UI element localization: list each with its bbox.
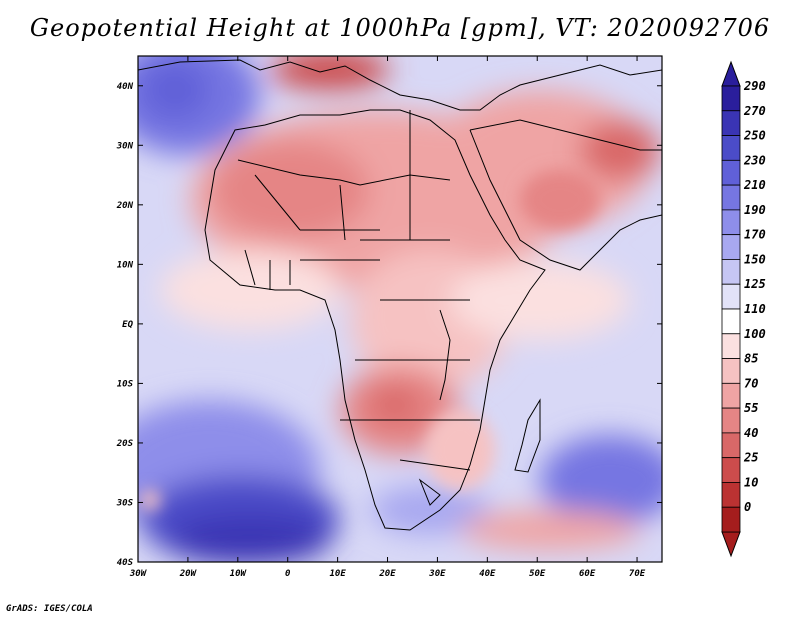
colorbar-swatch <box>721 184 741 211</box>
colorbar-label: 290 <box>743 79 766 93</box>
colorbar-swatch <box>721 407 741 434</box>
colorbar-top-arrow <box>721 60 741 87</box>
colorbar-swatch <box>721 234 741 260</box>
colorbar-label: 85 <box>744 352 758 366</box>
colorbar-swatch <box>721 209 741 236</box>
colorbar-swatch <box>721 135 741 161</box>
lat-label: 20N <box>116 201 134 211</box>
colorbar-label: 230 <box>743 153 766 167</box>
lon-label: 10W <box>230 569 248 579</box>
axis-ticks <box>137 56 662 563</box>
colorbar-swatch <box>721 358 741 384</box>
coastlines <box>138 59 662 531</box>
colorbar-label: 70 <box>744 376 758 390</box>
height-field <box>138 56 662 562</box>
lon-label: 0 <box>285 569 291 579</box>
colorbar-swatch <box>721 308 741 335</box>
lat-label: 40S <box>117 558 134 568</box>
colorbar-label: 55 <box>744 401 758 415</box>
lat-label: 10N <box>117 260 134 270</box>
lat-label: 20S <box>116 439 134 449</box>
lat-label: 30N <box>116 141 134 151</box>
colorbar-label: 40 <box>744 426 758 440</box>
colorbar-label: 110 <box>744 302 766 316</box>
colorbar-swatch <box>721 333 741 359</box>
colorbar-label: 190 <box>744 203 766 217</box>
colorbar-label: 210 <box>743 178 766 192</box>
lon-label: 50E <box>529 569 546 579</box>
colorbar-swatch <box>721 432 741 459</box>
colorbar-swatch <box>721 110 741 136</box>
colorbar: 290 270 250 230 210 190 170 150 125 110 … <box>721 60 766 558</box>
colorbar-label: 125 <box>744 277 766 291</box>
plot-frame <box>137 55 663 563</box>
colorbar-swatch <box>721 283 741 310</box>
lon-label: 20E <box>378 569 396 579</box>
colorbar-swatch <box>721 506 741 533</box>
lon-label: 40E <box>479 569 496 579</box>
colorbar-label: 0 <box>744 500 751 514</box>
lat-label: EQ <box>122 320 133 330</box>
colorbar-bottom-arrow <box>721 531 741 558</box>
colorbar-swatch <box>721 259 741 285</box>
lat-label: 10S <box>117 379 134 389</box>
lon-label: 70E <box>629 569 646 579</box>
lon-label: 30W <box>129 569 148 579</box>
lon-label: 30E <box>428 569 446 579</box>
colorbar-label: 250 <box>743 129 766 143</box>
colorbar-label: 100 <box>744 327 766 341</box>
colorbar-swatch <box>721 482 741 508</box>
colorbar-label: 270 <box>743 104 766 118</box>
colorbar-label: 150 <box>744 252 766 266</box>
colorbar-swatch <box>721 457 741 483</box>
lon-label: 10E <box>329 569 346 579</box>
lon-label: 60E <box>579 569 596 579</box>
colorbar-label: 25 <box>743 451 758 465</box>
indian-ocean-high <box>540 435 662 525</box>
colorbar-swatch <box>721 85 741 112</box>
lat-label: 40N <box>117 82 134 92</box>
lon-label: 20W <box>179 569 198 579</box>
lat-label: 30S <box>116 498 134 508</box>
colorbar-swatch <box>721 159 741 186</box>
colorbar-label: 170 <box>744 228 766 242</box>
chart-title: Geopotential Height at 1000hPa [gpm], VT… <box>29 14 771 42</box>
colorbar-swatch <box>721 382 741 409</box>
colorbar-label: 10 <box>744 475 758 489</box>
grads-credit: GrADS: IGES/COLA <box>6 604 93 614</box>
